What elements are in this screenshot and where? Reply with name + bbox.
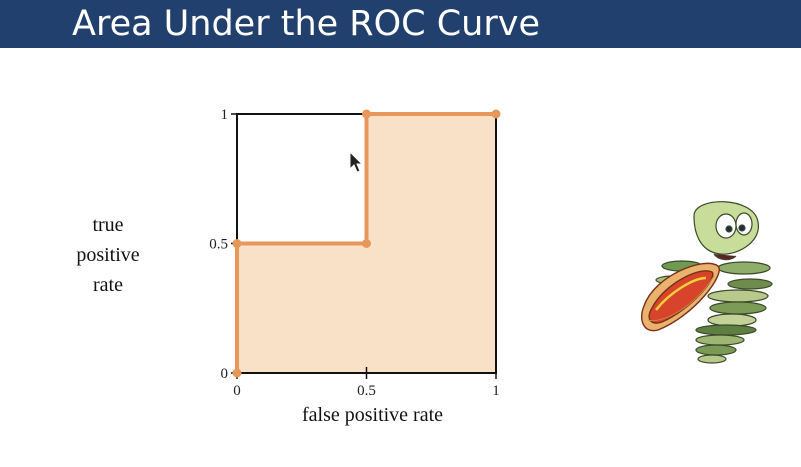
mouse-pointer-icon xyxy=(349,151,364,173)
roc-curve-point xyxy=(362,109,371,119)
y-tick-label: 0.5 xyxy=(209,237,228,253)
title-bar: Area Under the ROC Curve xyxy=(0,0,801,48)
y-axis-label: true positive rate xyxy=(58,210,158,300)
slide-title: Area Under the ROC Curve xyxy=(72,4,540,44)
y-axis-label-line: rate xyxy=(93,274,123,296)
y-tick-label: 0 xyxy=(221,366,229,382)
roc-curve-point xyxy=(362,239,371,248)
x-axis-label: false positive rate xyxy=(302,404,443,426)
y-axis-label-line: true xyxy=(92,214,124,236)
y-tick-label: 1 xyxy=(221,107,229,123)
roc-curve-point xyxy=(491,109,501,119)
roc-curve-point xyxy=(232,239,242,248)
x-tick-label: 0 xyxy=(233,383,241,399)
x-tick-label: 1 xyxy=(492,383,500,399)
hotdog-creature-illustration xyxy=(640,201,773,364)
x-tick-label: 0.5 xyxy=(357,383,376,399)
y-axis-label-line: positive xyxy=(76,244,140,266)
roc-curve-point xyxy=(232,368,242,378)
